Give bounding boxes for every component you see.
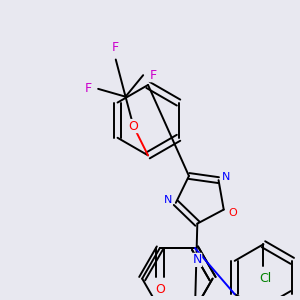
Text: F: F [112,41,119,54]
Text: N: N [192,254,202,266]
Text: O: O [155,283,165,296]
Text: O: O [128,119,138,133]
Text: N: N [164,195,172,205]
Text: Cl: Cl [259,272,272,285]
Text: F: F [149,69,157,82]
Text: N: N [222,172,230,182]
Text: F: F [85,82,92,95]
Text: O: O [228,208,237,218]
